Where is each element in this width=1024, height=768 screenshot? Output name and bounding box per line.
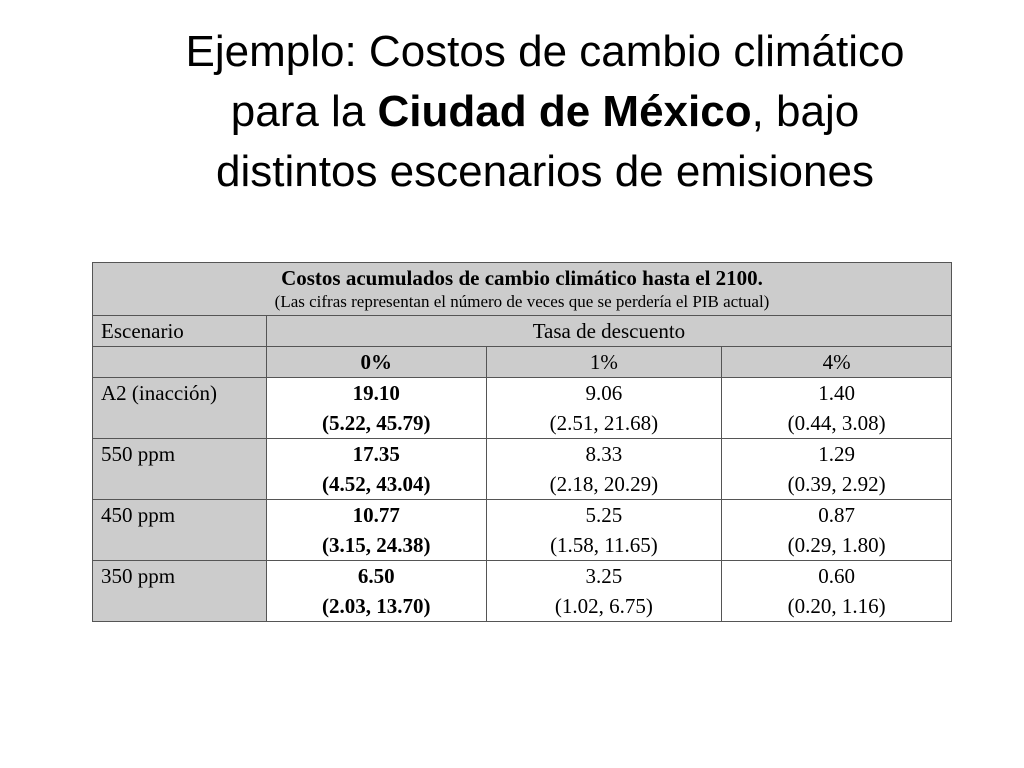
header-row: Escenario Tasa de descuento xyxy=(92,315,953,347)
value: 5.25 xyxy=(585,503,623,527)
value: 10.77 xyxy=(352,503,400,527)
value: 1.40 xyxy=(818,381,855,405)
value-cell-0pct: 17.35 (4.52, 43.04) xyxy=(265,438,487,500)
scenario-cell: 550 ppm xyxy=(92,438,267,500)
title-line-3: distintos escenarios de emisiones xyxy=(216,147,874,196)
caption-sub: (Las cifras representan el número de vec… xyxy=(274,292,770,311)
value: 1.29 xyxy=(818,442,855,466)
scenario-cell: 350 ppm xyxy=(92,560,267,622)
caption-main: Costos acumulados de cambio climático ha… xyxy=(281,266,763,290)
value: 8.33 xyxy=(585,442,623,466)
scenario-cell: 450 ppm xyxy=(92,499,267,561)
costs-table: Costos acumulados de cambio climático ha… xyxy=(92,262,953,622)
header-rate: Tasa de descuento xyxy=(265,315,953,347)
range: (5.22, 45.79) xyxy=(321,411,431,435)
header-scenario: Escenario xyxy=(92,315,267,347)
table-row: 350 ppm 6.50 (2.03, 13.70) 3.25 (1.02, 6… xyxy=(92,560,952,622)
rate-1: 1% xyxy=(485,346,723,378)
table-row: 450 ppm 10.77 (3.15, 24.38) 5.25 (1.58, … xyxy=(92,499,952,561)
value: 3.25 xyxy=(585,564,623,588)
rate-row: 0% 1% 4% xyxy=(92,346,952,378)
rate-0: 0% xyxy=(265,346,487,378)
rate-blank xyxy=(92,346,267,378)
value-cell-1pct: 8.33 (2.18, 20.29) xyxy=(485,438,723,500)
value-cell-0pct: 10.77 (3.15, 24.38) xyxy=(265,499,487,561)
range: (3.15, 24.38) xyxy=(321,533,431,557)
value: 9.06 xyxy=(585,381,623,405)
table-row: A2 (inacción) 19.10 (5.22, 45.79) 9.06 (… xyxy=(92,377,952,439)
slide-title: Ejemplo: Costos de cambio climático para… xyxy=(90,22,1000,202)
value-cell-1pct: 9.06 (2.51, 21.68) xyxy=(485,377,723,439)
range: (2.18, 20.29) xyxy=(549,472,659,496)
value: 6.50 xyxy=(357,564,395,588)
scenario-cell: A2 (inacción) xyxy=(92,377,267,439)
value-cell-4pct: 1.40 (0.44, 3.08) xyxy=(721,377,952,439)
range: (2.03, 13.70) xyxy=(321,594,431,618)
range: (0.44, 3.08) xyxy=(787,411,886,435)
range: (4.52, 43.04) xyxy=(321,472,431,496)
range: (2.51, 21.68) xyxy=(549,411,659,435)
value-cell-1pct: 3.25 (1.02, 6.75) xyxy=(485,560,723,622)
value-cell-4pct: 1.29 (0.39, 2.92) xyxy=(721,438,952,500)
range: (1.58, 11.65) xyxy=(550,533,658,557)
value-cell-4pct: 0.60 (0.20, 1.16) xyxy=(721,560,952,622)
caption-row: Costos acumulados de cambio climático ha… xyxy=(92,262,952,316)
range: (1.02, 6.75) xyxy=(554,594,653,618)
value: 17.35 xyxy=(352,442,400,466)
table-caption: Costos acumulados de cambio climático ha… xyxy=(92,262,952,316)
range: (0.29, 1.80) xyxy=(787,533,886,557)
value-cell-0pct: 19.10 (5.22, 45.79) xyxy=(265,377,487,439)
title-line-2-post: , bajo xyxy=(751,87,860,136)
value: 0.60 xyxy=(818,564,855,588)
title-line-2: para la Ciudad de México, bajo xyxy=(90,82,1000,142)
range: (0.20, 1.16) xyxy=(787,594,886,618)
range: (0.39, 2.92) xyxy=(787,472,886,496)
rate-4: 4% xyxy=(721,346,952,378)
title-line-1: Ejemplo: Costos de cambio climático xyxy=(185,27,905,76)
table-row: 550 ppm 17.35 (4.52, 43.04) 8.33 (2.18, … xyxy=(92,438,952,500)
title-line-2-pre: para la xyxy=(230,87,378,136)
value-cell-0pct: 6.50 (2.03, 13.70) xyxy=(265,560,487,622)
value: 19.10 xyxy=(352,381,400,405)
value-cell-4pct: 0.87 (0.29, 1.80) xyxy=(721,499,952,561)
value-cell-1pct: 5.25 (1.58, 11.65) xyxy=(485,499,723,561)
value: 0.87 xyxy=(818,503,855,527)
title-line-2-bold: Ciudad de México xyxy=(377,87,752,136)
